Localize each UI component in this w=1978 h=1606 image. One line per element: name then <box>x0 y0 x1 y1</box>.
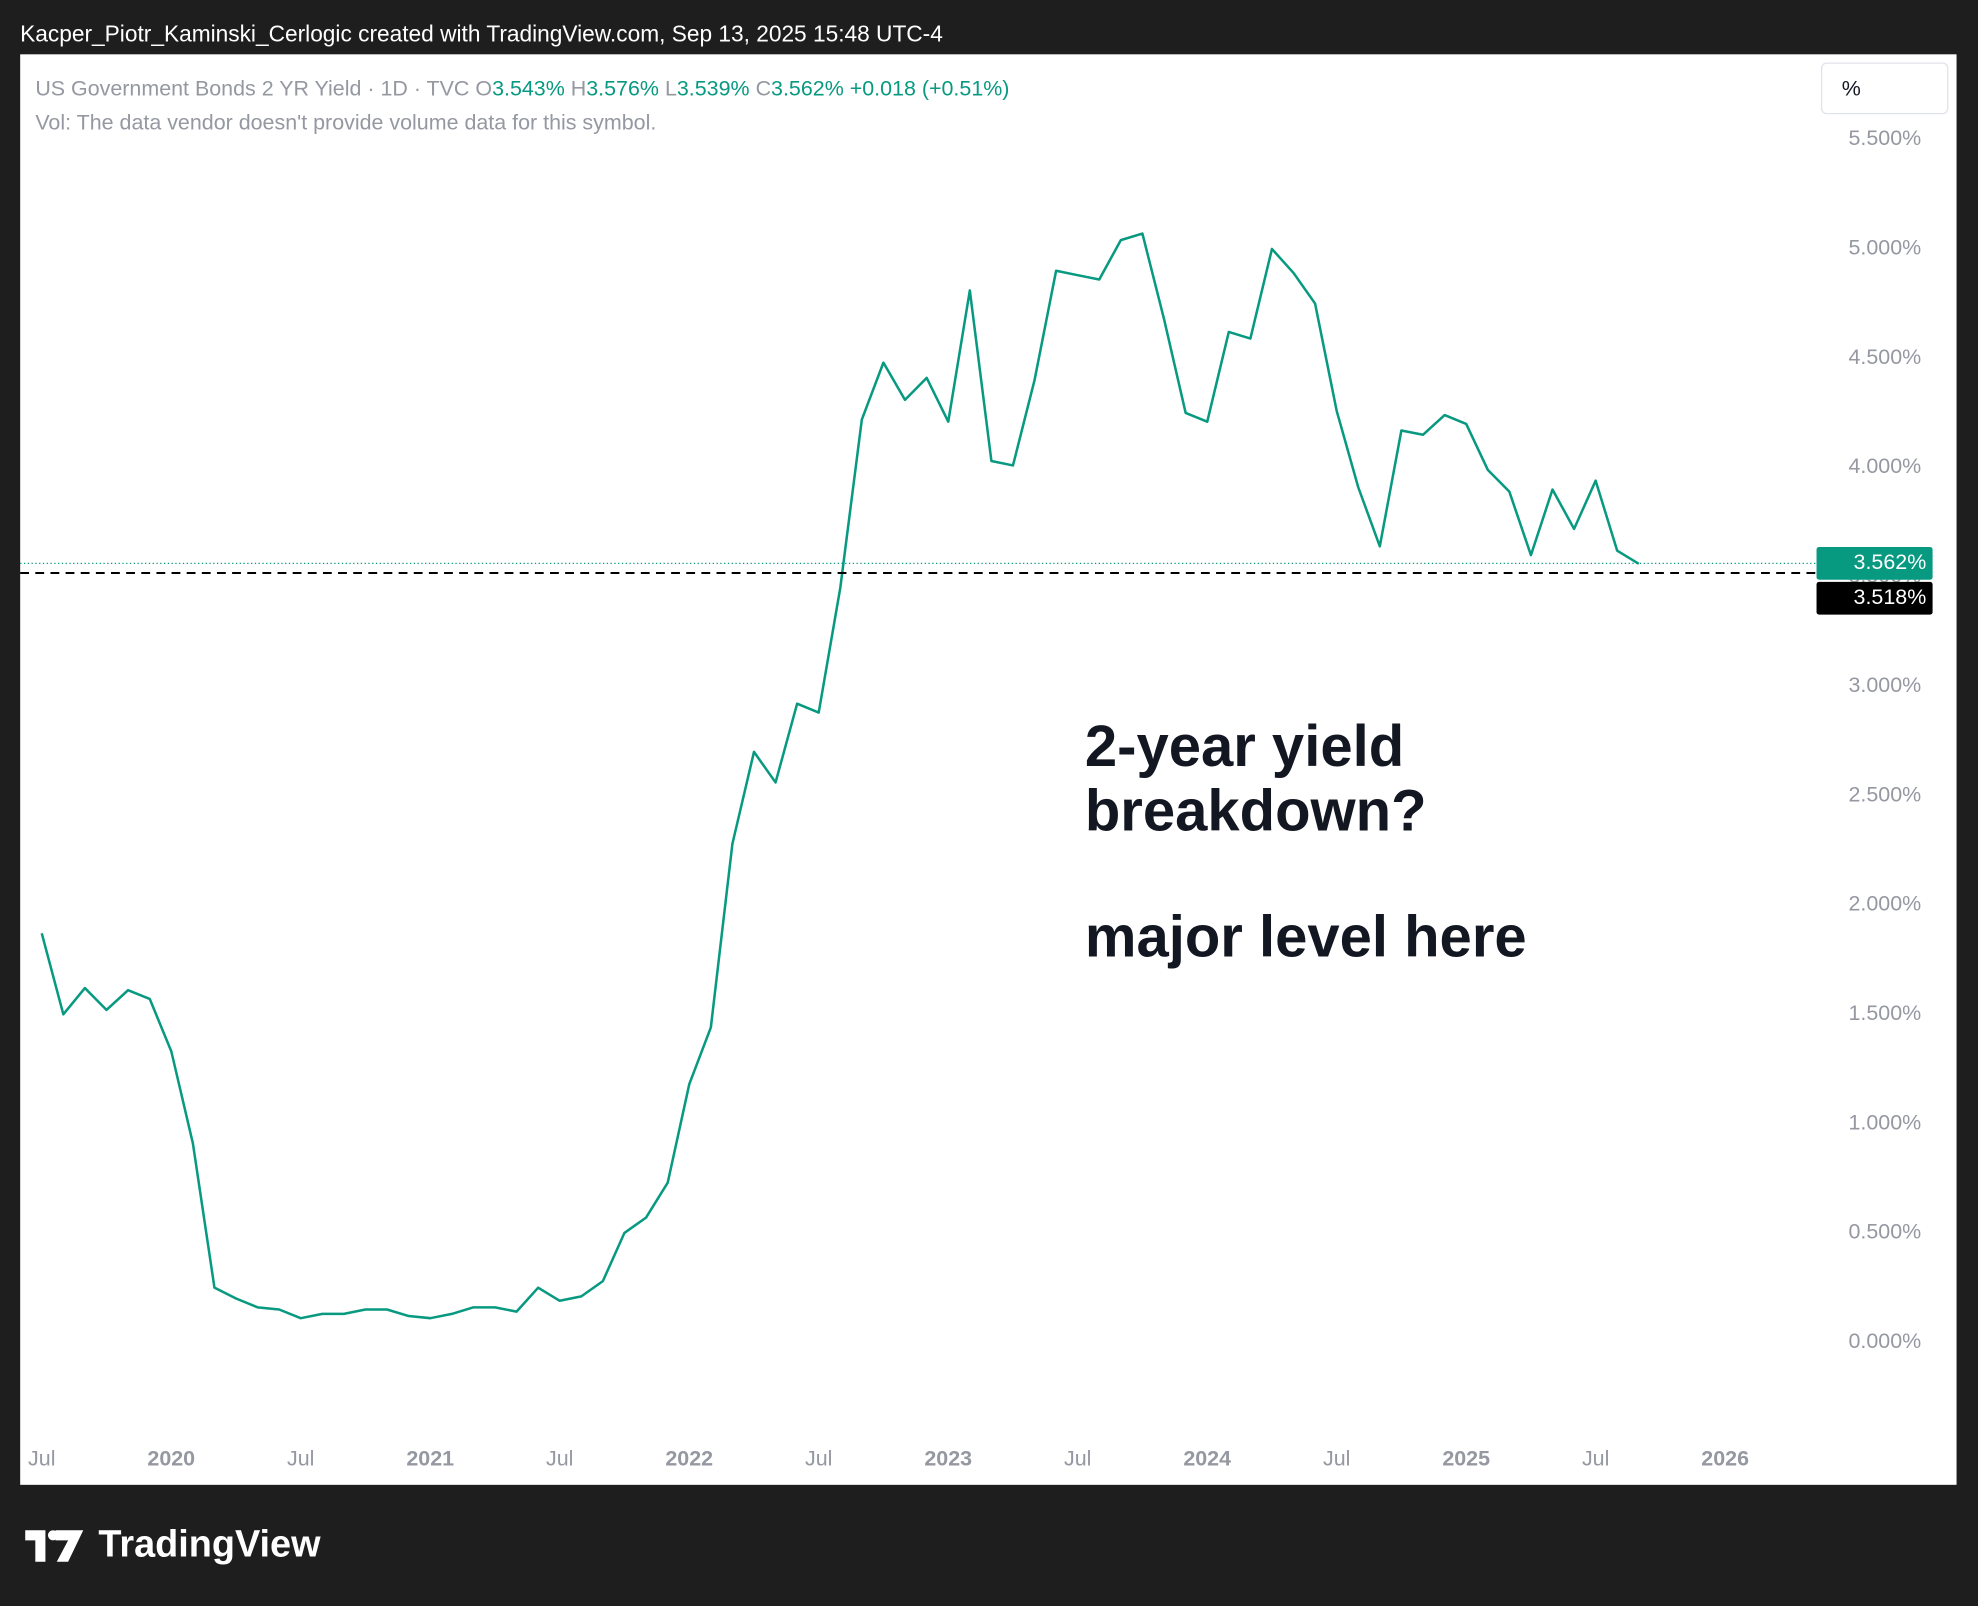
low-label: L <box>665 76 677 100</box>
chart-panel <box>20 54 1957 1485</box>
x-tick-label: 2026 <box>1701 1446 1749 1470</box>
y-tick-label: 1.000% <box>1849 1110 1922 1134</box>
open-label: O <box>475 76 492 100</box>
y-tick-label: 2.500% <box>1849 782 1922 806</box>
y-tick-label: 4.000% <box>1849 454 1922 478</box>
x-tick-label: Jul <box>1582 1446 1609 1470</box>
legend: US Government Bonds 2 YR Yield · 1D · TV… <box>35 76 1009 100</box>
x-tick-label: 2022 <box>665 1446 713 1470</box>
x-tick-label: 2025 <box>1442 1446 1490 1470</box>
yield-line <box>40 232 1640 1320</box>
volume-note: Vol: The data vendor doesn't provide vol… <box>35 110 656 134</box>
y-tick-label: 0.000% <box>1849 1329 1922 1353</box>
open: 3.543% <box>492 76 565 100</box>
x-tick-label: Jul <box>287 1446 314 1470</box>
x-tick-label: Jul <box>1323 1446 1350 1470</box>
high-label: H <box>571 76 586 100</box>
y-tick-label: 0.500% <box>1849 1220 1922 1244</box>
y-tick-label: 1.500% <box>1849 1001 1922 1025</box>
x-tick-label: 2024 <box>1183 1446 1231 1470</box>
unit-button-label[interactable]: % <box>1842 76 1861 100</box>
x-tick-label: 2021 <box>406 1446 454 1470</box>
y-tick-label: 5.000% <box>1849 236 1922 260</box>
close: 3.562% <box>771 76 844 100</box>
level-box <box>1816 581 1933 615</box>
level-label: 3.518% <box>1854 585 1927 609</box>
change: +0.018 (+0.51%) <box>850 76 1010 100</box>
brand-logo <box>25 1530 84 1562</box>
annotation: breakdown? <box>1085 778 1427 843</box>
y-tick-label: 3.000% <box>1849 673 1922 697</box>
high: 3.576% <box>586 76 659 100</box>
y-tick-label: 5.500% <box>1849 126 1922 150</box>
last-price-box <box>1816 546 1933 580</box>
brand-name: TradingView <box>98 1524 321 1566</box>
annotation: 2-year yield <box>1085 714 1404 779</box>
low: 3.539% <box>677 76 750 100</box>
x-tick-label: Jul <box>805 1446 832 1470</box>
x-tick-label: 2023 <box>924 1446 972 1470</box>
x-tick-label: 2020 <box>147 1446 195 1470</box>
x-tick-label: Jul <box>1064 1446 1091 1470</box>
x-tick-label: Jul <box>28 1446 55 1470</box>
credit: Kacper_Piotr_Kaminski_Cerlogic created w… <box>20 20 943 46</box>
legend-symbol: US Government Bonds 2 YR Yield · 1D · TV… <box>35 76 469 100</box>
unit-button[interactable] <box>1820 62 1949 115</box>
x-tick-label: Jul <box>546 1446 573 1470</box>
last-price-label: 3.562% <box>1854 550 1927 574</box>
y-tick-label: 2.000% <box>1849 892 1922 916</box>
close-label: C <box>756 76 771 100</box>
annotation: major level here <box>1085 904 1527 969</box>
y-tick-label: 4.500% <box>1849 345 1922 369</box>
